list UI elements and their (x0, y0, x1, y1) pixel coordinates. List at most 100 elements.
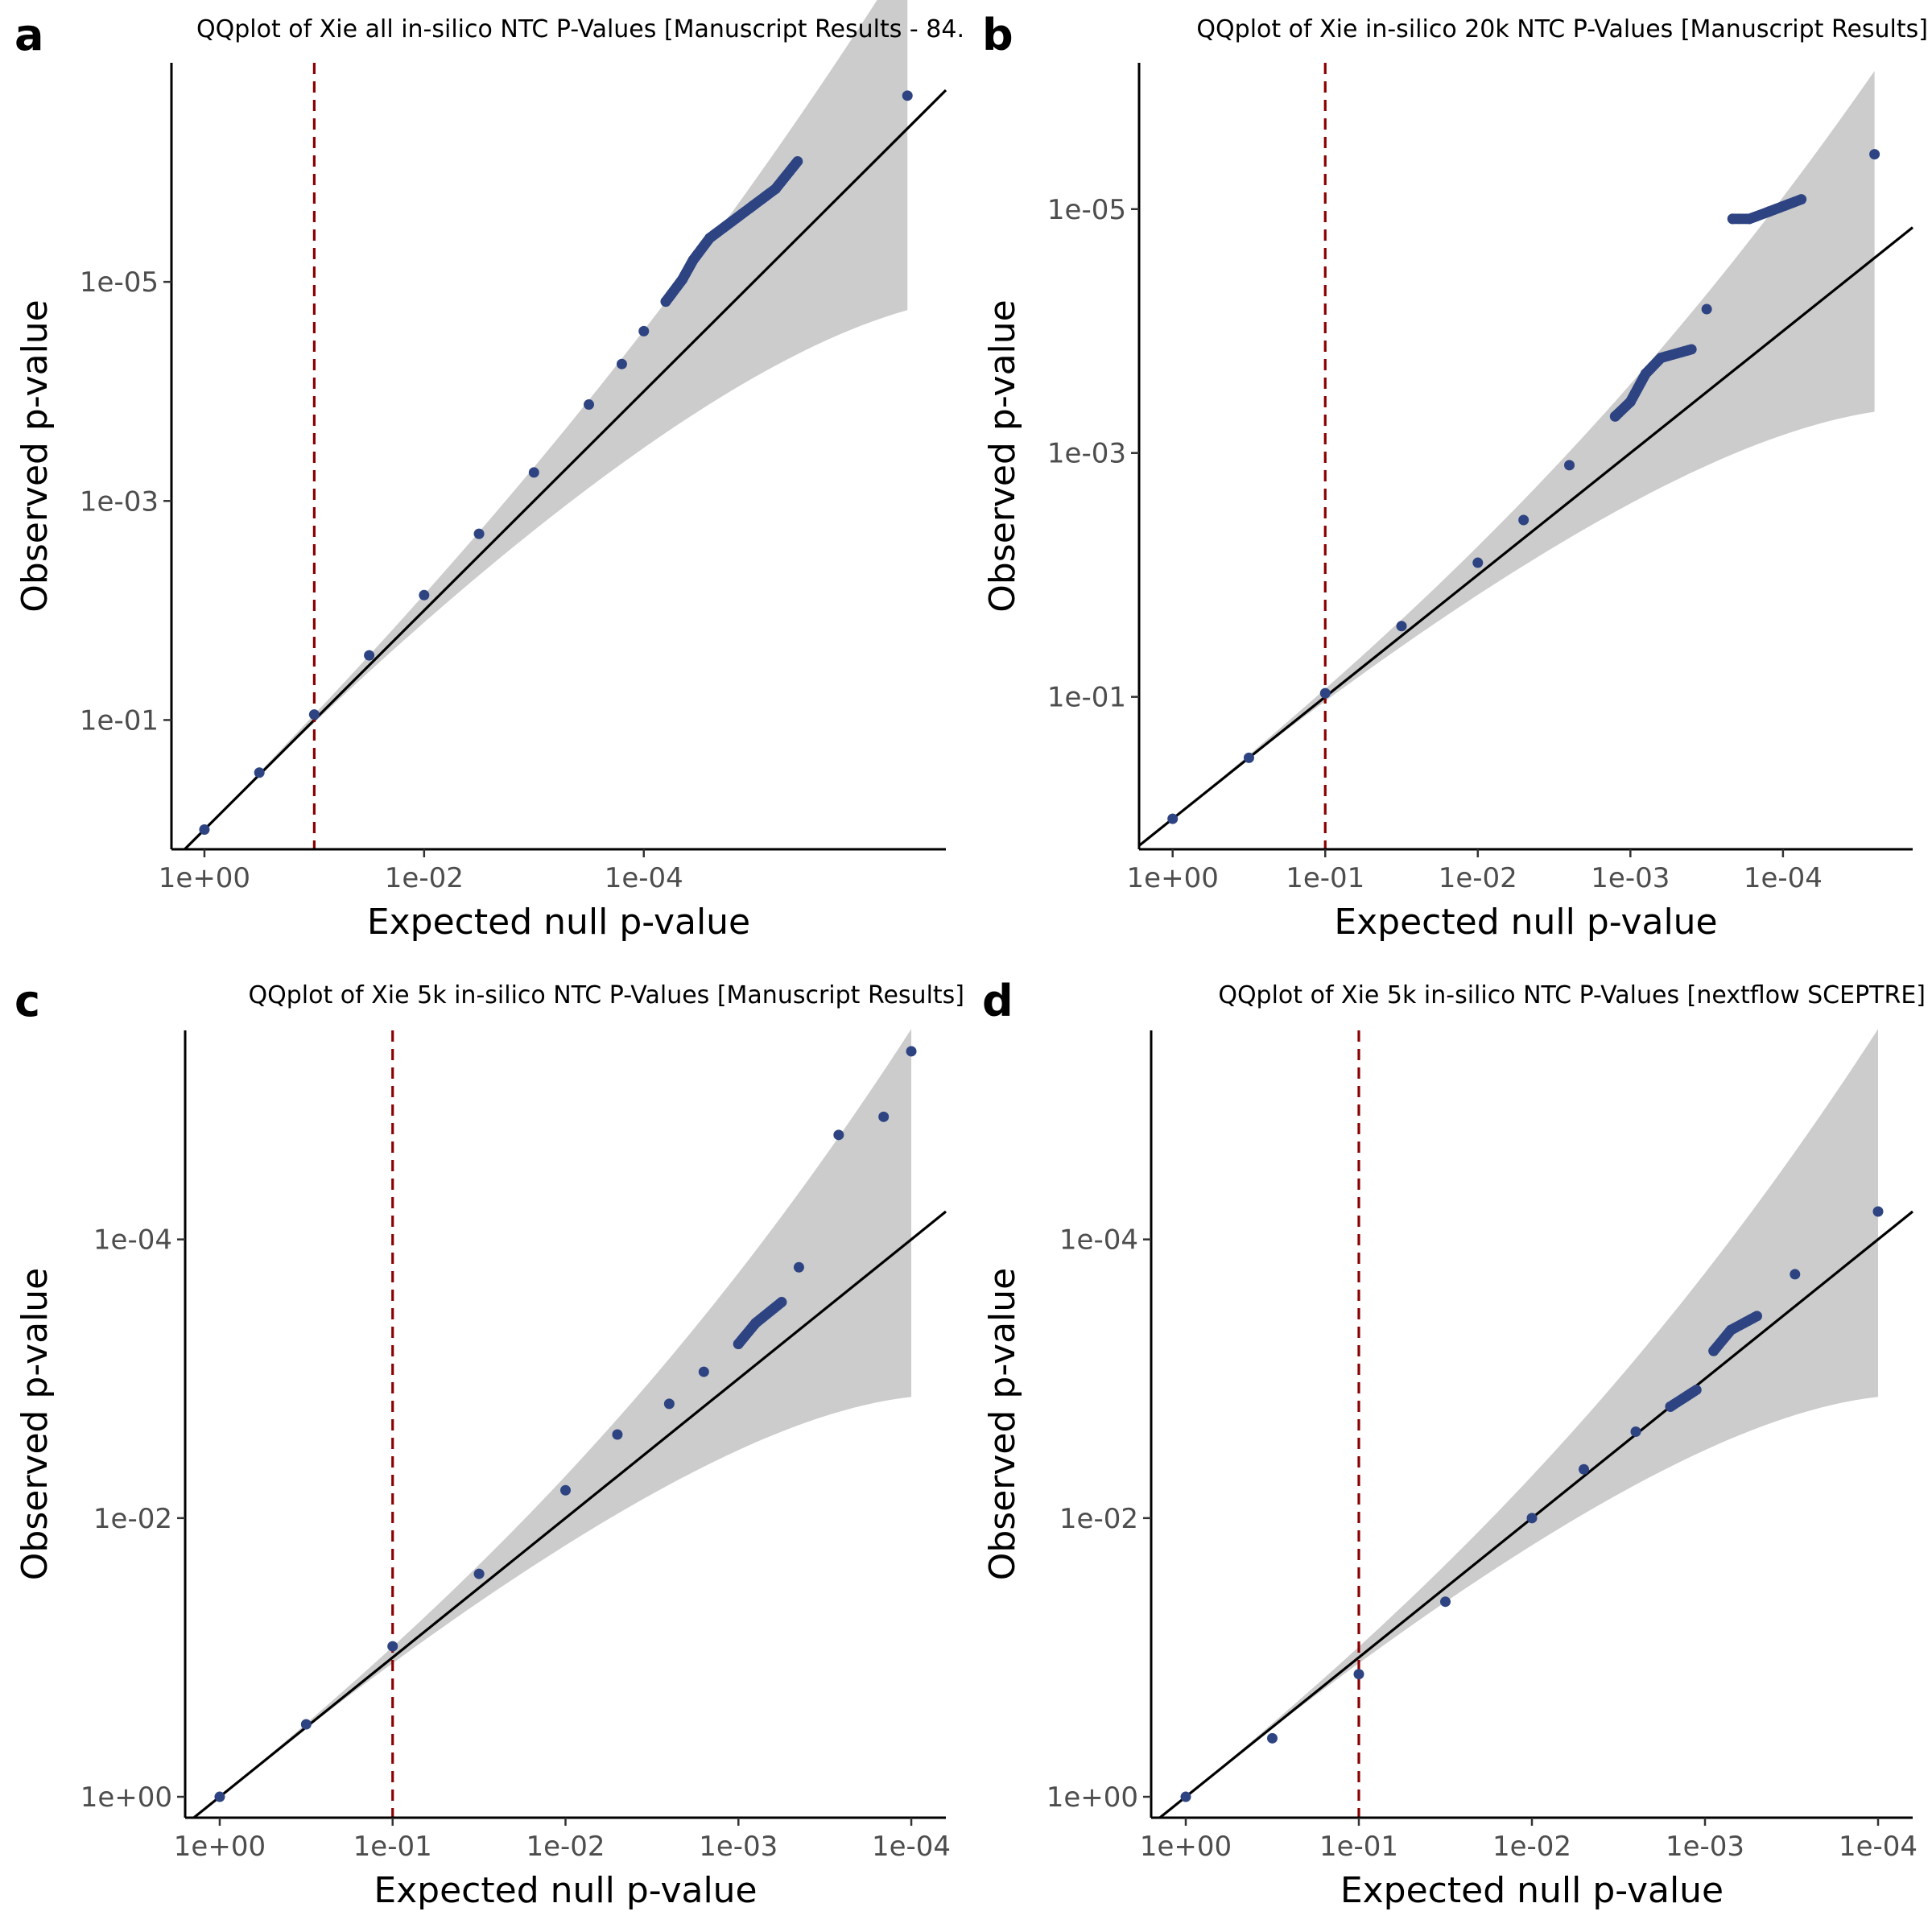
x-tick-label: 1e-04 (1839, 1831, 1918, 1863)
y-tick-label: 1e+00 (80, 1781, 172, 1814)
data-point (1655, 353, 1666, 364)
data-points (1180, 1206, 1884, 1802)
data-point (1701, 303, 1712, 315)
y-tick-label: 1e-05 (80, 266, 159, 299)
data-point (677, 274, 688, 285)
panel-title: QQplot of Xie 5k in-silico NTC P-Values … (1218, 981, 1926, 1009)
data-point (750, 1318, 762, 1329)
y-tick-label: 1e-01 (80, 704, 159, 737)
data-point (300, 1719, 312, 1730)
y-tick-label: 1e-01 (1047, 682, 1126, 714)
data-point (308, 709, 320, 720)
data-point (687, 254, 699, 266)
data-point (1243, 752, 1254, 763)
y-axis-title: Observed p-value (982, 299, 1023, 612)
data-point (364, 650, 375, 661)
x-tick-label: 1e-04 (605, 862, 683, 894)
data-point (419, 589, 430, 601)
y-tick-label: 1e+00 (1046, 1781, 1138, 1814)
data-point (698, 1366, 709, 1377)
x-axis-title: Expected null p-value (1334, 902, 1717, 943)
data-point (1167, 813, 1179, 824)
data-point (1725, 1324, 1736, 1335)
x-axis-title: Expected null p-value (374, 1870, 757, 1911)
x-tick-label: 1e-03 (1666, 1831, 1744, 1863)
x-tick-label: 1e-01 (353, 1831, 432, 1863)
data-point (1665, 1401, 1676, 1412)
panel-title: QQplot of Xie in-silico 20k NTC P-Values… (1196, 15, 1928, 43)
data-point (1353, 1669, 1364, 1680)
x-tick-label: 1e+00 (1140, 1831, 1232, 1863)
y-tick-label: 1e-05 (1047, 194, 1126, 226)
data-point (616, 358, 627, 369)
y-tick-label: 1e-02 (93, 1503, 172, 1535)
x-tick-label: 1e-02 (385, 862, 464, 894)
data-point (254, 767, 265, 778)
data-point (1526, 1513, 1538, 1524)
panel-a: 1e+00 1e-02 1e-04 1e-01 1e-03 1e-05 Expected n… (14, 0, 964, 943)
y-tick-label: 1e-03 (1047, 438, 1126, 470)
data-point (660, 296, 671, 308)
data-point (1790, 1269, 1801, 1280)
data-point (1630, 1426, 1641, 1438)
data-point (1564, 460, 1575, 471)
data-point (1708, 1345, 1719, 1356)
x-tick-label: 1e+00 (174, 1831, 266, 1863)
data-point (528, 467, 539, 478)
data-point (704, 233, 716, 244)
diagonal-line (1138, 226, 1913, 847)
data-points (214, 1046, 917, 1802)
data-point (1727, 213, 1738, 225)
data-point (584, 399, 595, 411)
x-tick-label: 1e-02 (1492, 1831, 1571, 1863)
y-axis-title: Observed p-value (14, 299, 56, 612)
data-point (1319, 687, 1331, 699)
panel-letter: a (14, 10, 43, 60)
data-point (612, 1429, 623, 1440)
diagonal-line (192, 1210, 947, 1819)
data-point (1396, 621, 1407, 632)
data-point (1764, 206, 1775, 217)
panel-d: 1e+00 1e-01 1e-02 1e-03 1e-04 1e+00 1e-02 1e-04… (982, 976, 1926, 1911)
data-point (1872, 1206, 1884, 1217)
y-axis-title: Observed p-value (982, 1268, 1023, 1580)
panel-c: 1e+00 1e-01 1e-02 1e-03 1e-04 1e+00 1e-02 1e-04… (14, 976, 964, 1911)
y-tick-label: 1e-04 (93, 1224, 172, 1257)
data-point (638, 325, 650, 336)
data-points (199, 90, 913, 836)
confidence-band (1172, 70, 1875, 819)
x-axis-title: Expected null p-value (367, 902, 750, 943)
data-point (776, 1297, 787, 1308)
data-point (793, 1261, 804, 1273)
x-tick-label: 1e-01 (1319, 1831, 1398, 1863)
data-point (1752, 1311, 1762, 1322)
data-point (1640, 368, 1651, 379)
data-point (387, 1641, 398, 1652)
x-tick-label: 1e-04 (1744, 862, 1823, 894)
data-point (906, 1046, 917, 1057)
data-point (560, 1484, 571, 1496)
data-point (1472, 557, 1484, 568)
data-point (1180, 1791, 1191, 1802)
data-point (1267, 1732, 1278, 1744)
y-tick-label: 1e-04 (1059, 1224, 1138, 1257)
data-point (473, 528, 485, 539)
x-tick-label: 1e-03 (699, 1831, 778, 1863)
data-point (770, 183, 781, 194)
x-tick-label: 1e-03 (1591, 862, 1670, 894)
x-axis-title: Expected null p-value (1340, 1870, 1724, 1911)
panel-b: 1e+00 1e-01 1e-02 1e-03 1e-04 1e-01 1e-03 1e-05… (982, 10, 1928, 943)
x-tick-label: 1e-01 (1286, 862, 1364, 894)
data-points (1167, 149, 1880, 824)
y-tick-label: 1e-02 (1059, 1503, 1138, 1535)
data-point (902, 90, 913, 101)
panel-letter: b (982, 10, 1013, 60)
x-tick-label: 1e-02 (1439, 862, 1517, 894)
panel-title: QQplot of Xie all in-silico NTC P-Values… (196, 15, 964, 43)
panel-letter: d (982, 976, 1013, 1026)
data-point (473, 1568, 485, 1579)
confidence-band (219, 1029, 912, 1798)
data-point (833, 1129, 844, 1141)
data-point (748, 200, 759, 211)
